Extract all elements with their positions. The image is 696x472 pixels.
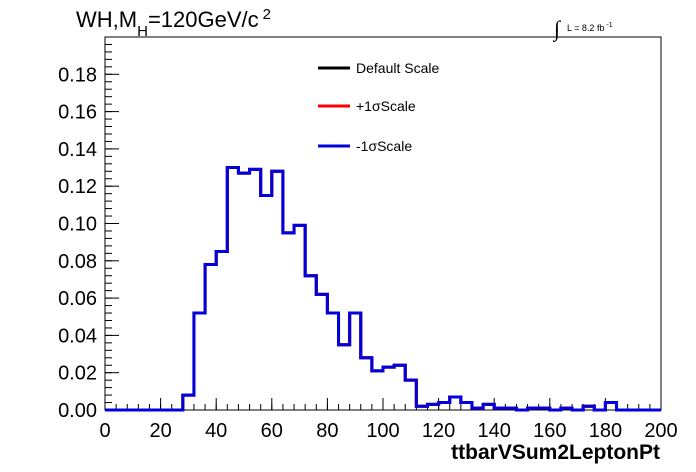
legend-label: -1σScale [356,138,412,154]
y-tick-label: 0.18 [58,64,97,86]
x-tick-label: 200 [644,420,677,442]
x-tick-label: 120 [422,420,455,442]
lumi-label-superscript: -1 [606,22,612,29]
x-tick-label: 60 [261,420,283,442]
chart-title-superscript: 2 [263,6,271,23]
series-line-3 [105,166,661,412]
y-tick-label: 0.08 [58,251,97,273]
chart-title-subscript: H [137,23,148,40]
chart-title-main: WH,M [76,7,137,32]
x-tick-label: 40 [205,420,227,442]
x-axis-label: ttbarVSum2LeptonPt [451,441,660,464]
x-tick-label: 0 [99,420,110,442]
x-tick-label: 20 [149,420,171,442]
y-tick-label: 0.02 [58,363,97,385]
y-tick-label: 0.14 [58,139,97,161]
y-tick-label: 0.16 [58,102,97,124]
x-tick-label: 180 [589,420,622,442]
legend-label: Default Scale [356,60,439,76]
legend: Default Scale +1σScale -1σScale [318,60,439,154]
legend-label: +1σScale [356,98,416,114]
x-tick-label: 140 [478,420,511,442]
lumi-integral-sign: ∫ [552,16,562,42]
x-tick-label: 160 [533,420,566,442]
y-tick-label: 0.00 [58,400,97,422]
chart-title: WH,MH=120GeV/c 2 [76,6,271,40]
lumi-label-text: L = 8.2 fb [567,23,604,33]
chart-title-rest: =120GeV/c [148,7,259,32]
histogram-series [105,166,661,412]
y-tick-label: 0.04 [58,325,97,347]
x-tick-label: 100 [366,420,399,442]
x-axis: 0 20 40 60 80 100 120 140 160 180 200 [99,398,678,442]
y-axis: 0.00 0.02 0.04 0.06 0.08 0.10 0.12 0.14 0.16 0.18 [58,36,119,422]
lumi-label: L = 8.2 fb -1 [567,22,613,33]
x-tick-label: 80 [316,420,338,442]
y-tick-label: 0.06 [58,288,97,310]
y-tick-label: 0.10 [58,214,97,236]
y-tick-label: 0.12 [58,176,97,198]
